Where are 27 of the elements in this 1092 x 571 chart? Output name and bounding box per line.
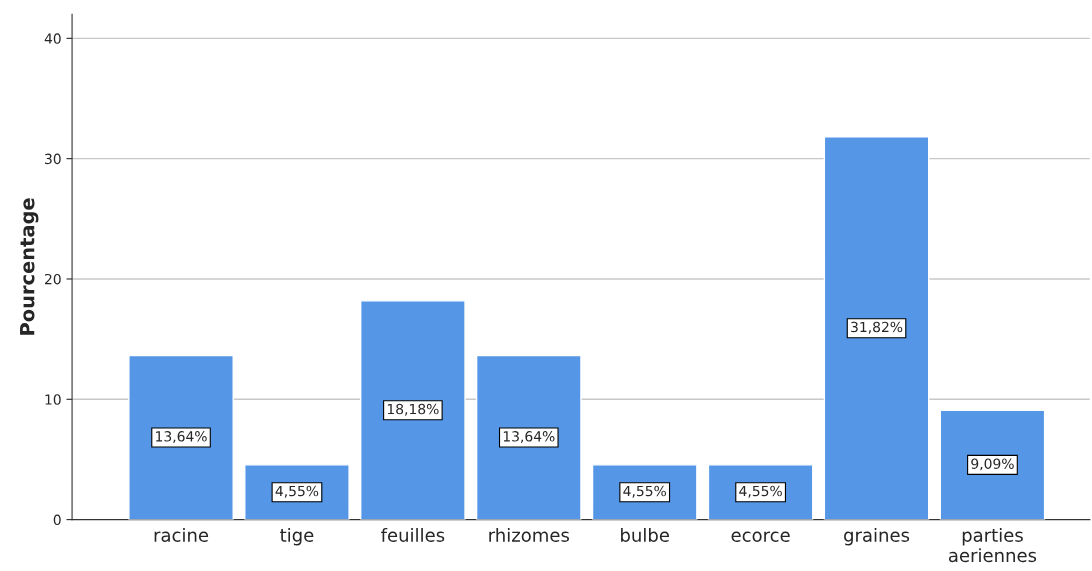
y-tick-label: 20	[45, 273, 61, 285]
y-axis-title: Pourcentage	[20, 198, 39, 335]
x-tick-label: parties aeriennes	[948, 527, 1037, 563]
data-label: 13,64%	[156, 431, 207, 443]
data-label: 4,55%	[739, 485, 782, 498]
data-label: 13,64%	[503, 431, 555, 443]
data-label: 31,82%	[851, 321, 903, 334]
bar	[823, 136, 930, 520]
x-tick-label: graines	[844, 527, 910, 546]
x-tick-label: ecorce	[731, 531, 790, 542]
y-tick-label: 40	[44, 33, 61, 44]
x-tick-label: racine	[154, 527, 209, 542]
x-tick-label: rhizomes	[489, 527, 569, 542]
bar	[128, 354, 234, 520]
y-tick-label: 10	[45, 394, 61, 405]
bar	[939, 409, 1046, 520]
x-tick-label: feuilles	[381, 527, 445, 542]
bar	[360, 300, 466, 520]
data-label: 18,18%	[387, 403, 439, 416]
x-tick-label: tige	[280, 527, 314, 546]
y-tick-label: 30	[45, 153, 61, 165]
data-label: 4,55%	[275, 485, 319, 498]
bar	[475, 354, 582, 520]
y-tick-label: 0	[53, 514, 61, 526]
data-label: 4,55%	[623, 485, 666, 498]
x-tick-label: bulbe	[621, 527, 669, 542]
data-label: 9,09%	[971, 458, 1014, 471]
